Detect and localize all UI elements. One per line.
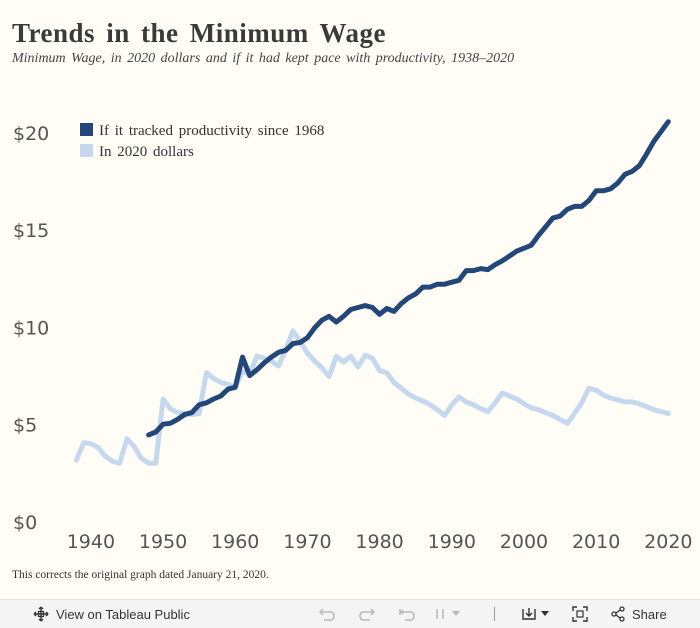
view-on-tableau-label: View on Tableau Public bbox=[56, 606, 190, 622]
y-tick-label: $0 bbox=[13, 512, 37, 534]
tableau-toolbar: View on Tableau Public bbox=[0, 599, 700, 628]
y-tick-label: $5 bbox=[13, 415, 37, 437]
line-chart[interactable]: $0 $5 $10 $15 $20 1940 1950 1960 1970 1980 1990 20… bbox=[0, 0, 700, 597]
redo-button[interactable] bbox=[358, 600, 376, 628]
fullscreen-icon bbox=[572, 606, 588, 622]
share-button[interactable]: Share bbox=[610, 600, 667, 628]
dollars-2020-series-line[interactable] bbox=[73, 328, 671, 466]
y-axis: $0 $5 $10 $15 $20 bbox=[13, 123, 49, 534]
x-axis: 1940 1950 1960 1970 1980 1990 2000 2010 2020 bbox=[67, 531, 693, 553]
x-tick-label: 2010 bbox=[572, 531, 620, 553]
legend-swatch bbox=[80, 123, 93, 136]
footnote: This corrects the original graph dated J… bbox=[12, 569, 269, 581]
x-tick-label: 2020 bbox=[644, 531, 692, 553]
pause-button[interactable] bbox=[432, 600, 460, 628]
download-icon bbox=[520, 606, 538, 622]
move-icon bbox=[33, 606, 49, 622]
x-tick-label: 1990 bbox=[428, 531, 476, 553]
x-tick-label: 1960 bbox=[211, 531, 259, 553]
y-tick-label: $20 bbox=[13, 123, 49, 145]
chart-subtitle: Minimum Wage, in 2020 dollars and if it … bbox=[12, 51, 515, 66]
x-tick-label: 2000 bbox=[500, 531, 548, 553]
y-tick-label: $10 bbox=[13, 317, 49, 339]
undo-icon bbox=[318, 606, 336, 622]
view-on-tableau-button[interactable]: View on Tableau Public bbox=[33, 600, 190, 628]
fullscreen-button[interactable] bbox=[572, 600, 588, 628]
pause-icon bbox=[432, 606, 448, 622]
x-tick-label: 1970 bbox=[283, 531, 331, 553]
plot-area[interactable] bbox=[73, 119, 671, 466]
chart-title: Trends in the Minimum Wage bbox=[12, 18, 387, 48]
x-tick-label: 1950 bbox=[139, 531, 187, 553]
chevron-down-icon bbox=[541, 611, 549, 617]
legend-label: If it tracked productivity since 1968 bbox=[99, 123, 324, 139]
legend-label: In 2020 dollars bbox=[99, 144, 194, 160]
y-tick-label: $15 bbox=[13, 220, 49, 242]
productivity-series-line[interactable] bbox=[146, 119, 671, 438]
chevron-down-icon bbox=[452, 611, 460, 617]
x-tick-label: 1940 bbox=[67, 531, 115, 553]
download-button[interactable] bbox=[520, 600, 549, 628]
x-tick-label: 1980 bbox=[355, 531, 403, 553]
share-label: Share bbox=[632, 606, 667, 622]
legend[interactable]: If it tracked productivity since 1968 In … bbox=[80, 123, 324, 160]
share-icon bbox=[610, 606, 626, 622]
revert-button[interactable] bbox=[398, 600, 416, 628]
legend-swatch bbox=[80, 144, 93, 157]
undo-button[interactable] bbox=[318, 600, 336, 628]
toolbar-divider bbox=[494, 607, 495, 621]
revert-icon bbox=[398, 606, 416, 622]
redo-icon bbox=[358, 606, 376, 622]
